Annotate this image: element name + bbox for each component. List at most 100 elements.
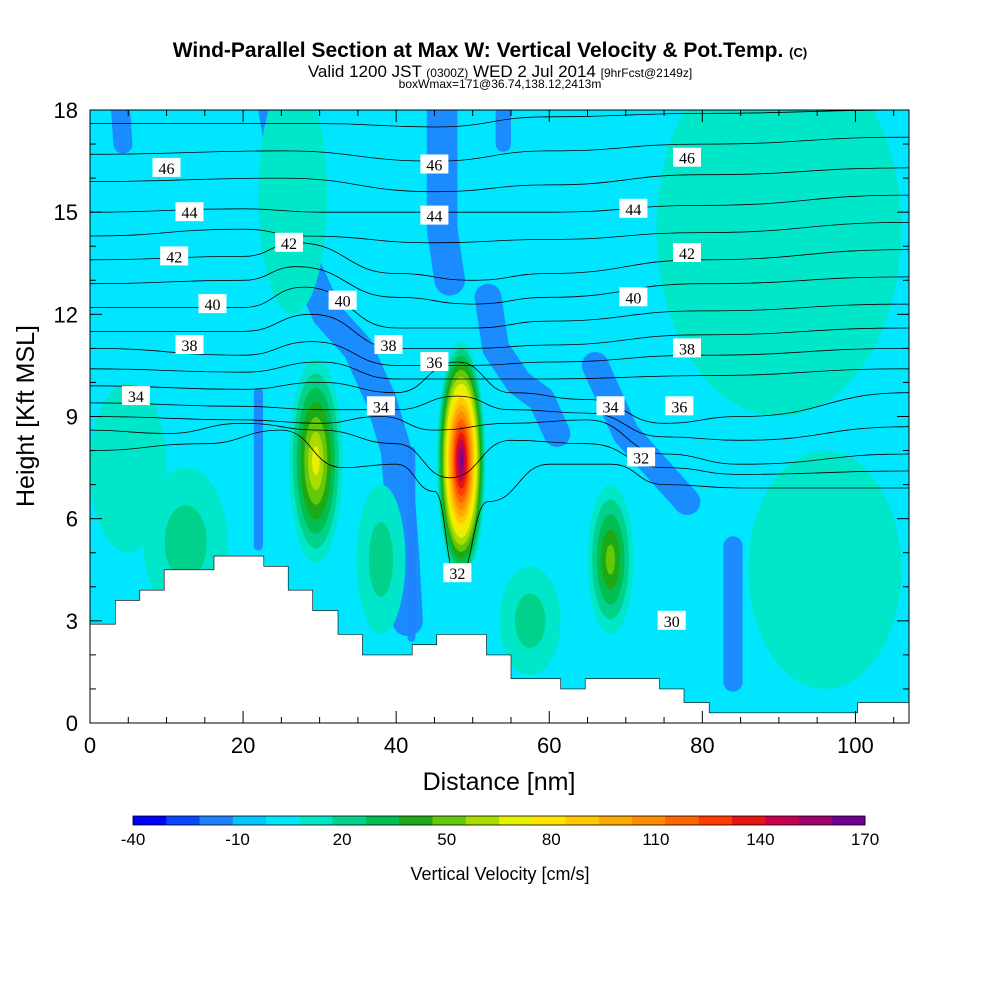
theta-contour-46: [90, 136, 909, 162]
colorbar: -40 -10 20 50 80 110 140 170: [121, 815, 879, 849]
updraft-contour: [748, 450, 902, 689]
downdraft-band-6: [111, 110, 133, 154]
theta-label-box: [420, 205, 449, 225]
theta-contour-42: [90, 242, 909, 281]
theta-label-box: [160, 246, 189, 266]
theta-label-text: 44: [625, 202, 641, 219]
theta-label-text: 44: [182, 205, 198, 222]
theta-contour-41: [90, 266, 909, 305]
theta-label-34: 34: [121, 386, 150, 406]
theta-label-box: [152, 157, 181, 177]
terrain: [90, 555, 909, 723]
y-tick-label: 6: [66, 507, 78, 532]
x-tick-label: 20: [231, 733, 255, 758]
theta-label-box: [198, 294, 227, 314]
colorbar-swatch: [565, 816, 600, 825]
updraft-contour: [90, 382, 167, 553]
colorbar-tick-label: -10: [225, 830, 250, 849]
colorbar-swatch: [299, 816, 334, 825]
colorbar-swatch: [632, 816, 666, 825]
colorbar-swatch: [365, 816, 400, 825]
theta-label-40: 40: [328, 290, 357, 311]
theta-label-text: 34: [373, 399, 389, 416]
theta-label-box: [420, 352, 449, 371]
colorbar-tick-label: 110: [642, 830, 669, 849]
theta-label-text: 42: [679, 246, 695, 263]
y-tick-label: 3: [66, 609, 78, 634]
theta-label-40: 40: [198, 294, 227, 314]
theta-label-text: 36: [671, 399, 687, 416]
colorbar-swatch: [465, 816, 500, 825]
theta-contour-36: [90, 361, 909, 424]
updraft-cell-6: [356, 484, 406, 635]
theta-label-box: [443, 563, 472, 583]
updraft-contour: [164, 505, 207, 580]
theta-label-box: [673, 338, 701, 358]
colorbar-swatch: [399, 816, 433, 825]
x-axis-label: Distance [nm]: [423, 768, 576, 796]
theta-label-box: [420, 154, 449, 174]
colorbar-label: Vertical Velocity [cm/s]: [410, 864, 589, 884]
updraft-contour: [514, 593, 546, 648]
updraft-contour: [605, 544, 616, 575]
colorbar-swatch: [798, 816, 833, 825]
colorbar-tick-label: 140: [746, 830, 774, 849]
updraft-cell-1: [656, 110, 902, 417]
theta-label-46: 46: [420, 154, 449, 175]
theta-label-box: [665, 396, 694, 416]
theta-contour-43: [90, 222, 909, 244]
theta-label-text: 42: [281, 236, 297, 253]
theta-contour-39: [90, 313, 909, 349]
potential-temperature-contours: [90, 110, 909, 581]
theta-label-text: 32: [633, 450, 649, 467]
theta-label-text: 40: [625, 290, 641, 307]
colorbar-tick-label: -40: [121, 830, 146, 849]
theta-label-text: 36: [426, 355, 442, 372]
box-wmax-note: boxWmax=171@36.74,138.12,2413m: [399, 77, 602, 91]
updraft-contour: [312, 446, 320, 476]
x-tick-label: 80: [690, 733, 714, 758]
theta-contour-37: [90, 361, 909, 380]
colorbar-swatch: [765, 816, 799, 825]
colorbar-tick-label: 80: [542, 830, 561, 849]
theta-label-44: 44: [420, 205, 449, 226]
colorbar-swatch: [532, 816, 566, 825]
theta-label-42: 42: [275, 232, 303, 253]
theta-label-44: 44: [619, 198, 648, 219]
theta-label-text: 38: [182, 338, 198, 355]
theta-label-box: [673, 147, 701, 167]
theta-label-38: 38: [673, 338, 701, 358]
theta-contour-45: [90, 167, 909, 193]
theta-label-text: 34: [603, 399, 619, 416]
y-tick-label: 12: [54, 302, 78, 327]
potential-temperature-labels: 46 46 46 44 44 44 42 42 42 40 40 40 38 38 38 36 36 34 34 34…: [121, 147, 701, 631]
theta-label-30: 30: [657, 610, 686, 631]
colorbar-swatch: [598, 816, 633, 825]
theta-label-text: 38: [679, 341, 695, 358]
x-tick-label: 0: [84, 733, 96, 758]
colorbar-swatch: [166, 816, 200, 825]
y-tick-label: 15: [54, 200, 78, 225]
theta-label-text: 38: [381, 338, 397, 355]
theta-label-34: 34: [596, 396, 625, 416]
theta-label-box: [627, 447, 656, 467]
theta-label-box: [366, 396, 395, 416]
theta-label-text: 44: [426, 209, 442, 226]
updraft-cell-10: [436, 341, 486, 580]
theta-label-box: [596, 396, 625, 416]
theta-label-box: [619, 198, 648, 218]
updraft-cell-4: [748, 450, 902, 689]
theta-label-text: 40: [205, 297, 221, 314]
x-tick-label: 40: [384, 733, 408, 758]
x-tick-label: 60: [537, 733, 561, 758]
x-axis: 0 20 40 60 80 100: [84, 110, 895, 758]
colorbar-swatch: [133, 816, 167, 825]
theta-contour-40: [90, 286, 909, 329]
updraft-contour: [368, 522, 394, 597]
theta-label-text: 42: [166, 249, 182, 266]
theta-label-32: 32: [443, 563, 472, 583]
theta-label-38: 38: [374, 335, 403, 355]
theta-label-box: [175, 335, 204, 354]
theta-label-text: 46: [426, 158, 442, 175]
